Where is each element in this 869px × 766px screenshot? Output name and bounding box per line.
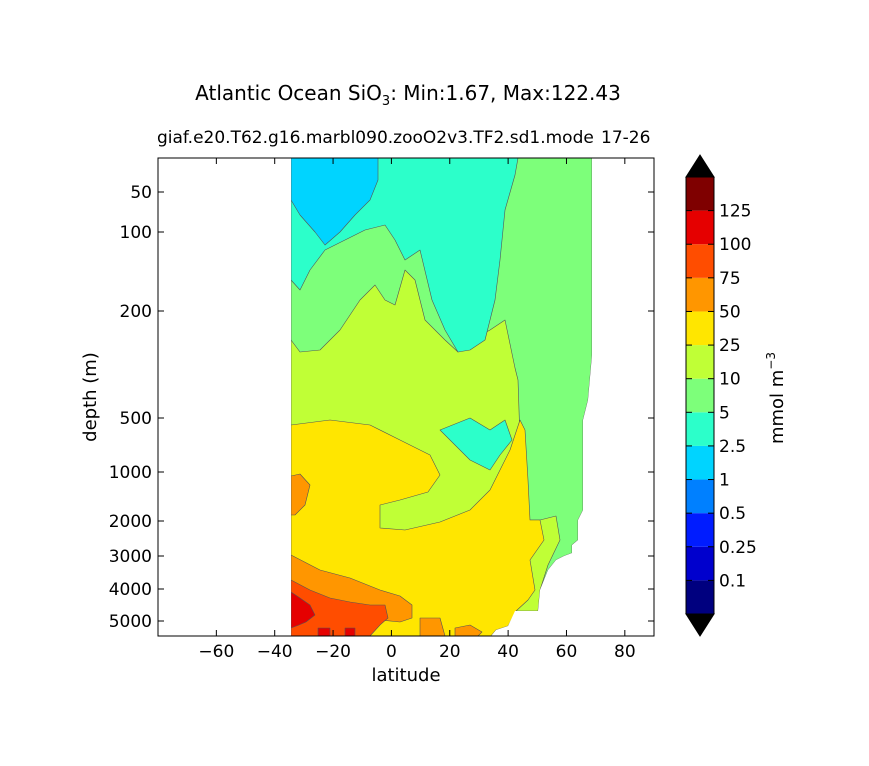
colorbar-frame <box>685 176 715 615</box>
colorbar-tick-label: 100 <box>719 235 751 255</box>
colorbar-swatch <box>686 580 714 614</box>
x-tick-label: −40 <box>257 642 293 662</box>
colorbar-tick-label: 2.5 <box>719 437 746 457</box>
plot-area <box>157 157 655 637</box>
y-tick-label: 200 <box>120 302 152 322</box>
colorbar-swatch <box>686 479 714 514</box>
colorbar-tick-label: 0.25 <box>719 538 757 558</box>
colorbar-swatch <box>686 345 714 379</box>
colorbar-swatch <box>686 445 714 480</box>
colorbar-swatch <box>686 277 714 312</box>
y-tick-label: 50 <box>130 183 152 203</box>
colorbar-extend-min <box>685 613 715 637</box>
y-axis-label: depth (m) <box>80 352 101 442</box>
x-tick-label: 80 <box>614 642 636 662</box>
x-tick-label: −20 <box>315 642 351 662</box>
x-axis-label: latitude <box>371 665 440 686</box>
colorbar-tick-label: 50 <box>719 302 741 322</box>
colorbar-swatch <box>686 378 714 413</box>
y-tick-label: 4000 <box>109 580 152 600</box>
contour-region-1-2.5 <box>290 158 379 246</box>
colorbar-swatch <box>686 546 714 581</box>
x-tick-label: 0 <box>386 642 397 662</box>
colorbar-swatch <box>686 513 714 547</box>
x-axis: −60 −40 −20 0 20 40 60 80 <box>198 158 636 662</box>
colorbar-tick-label: 10 <box>719 370 741 390</box>
contour-region-100-125 <box>290 591 356 636</box>
y-tick-label: 5000 <box>109 612 152 632</box>
chart-subtitle: giaf.e20.T62.g16.marbl090.zooO2v3.TF2.sd… <box>157 128 594 148</box>
contour-region-75-100 <box>290 579 389 636</box>
colorbar-tick-label: 125 <box>719 202 751 222</box>
colorbar-swatch <box>686 210 714 245</box>
x-tick-label: 20 <box>439 642 461 662</box>
colorbar-swatch <box>686 412 714 446</box>
colorbar-extend-max <box>685 154 715 178</box>
y-tick-label: 1000 <box>109 463 152 483</box>
colorbar-tick-label: 1 <box>719 471 730 491</box>
y-tick-label: 100 <box>120 223 152 243</box>
y-axis: 50 100 200 500 1000 2000 3000 4000 5000 <box>109 183 654 632</box>
land-mask-left <box>158 158 291 636</box>
colorbar-swatch <box>686 311 714 346</box>
colorbar-tick-label: 5 <box>719 403 730 423</box>
chart-subtitle-overlap: 17-26 <box>601 128 650 148</box>
colorbar-swatch <box>686 244 714 278</box>
y-tick-label: 2000 <box>109 512 152 532</box>
contour-region-2.5-5-patch <box>439 417 513 471</box>
colorbar: 0.1 0.25 0.5 1 2.5 5 10 25 50 75 100 125 <box>685 154 757 637</box>
colorbar-tick-label: 75 <box>719 269 741 289</box>
land-mask-right <box>491 158 654 636</box>
colorbar-tick-label: 0.1 <box>719 571 746 591</box>
colorbar-swatch <box>686 177 714 211</box>
colorbar-tick-label: 0.5 <box>719 504 746 524</box>
x-tick-label: 60 <box>556 642 578 662</box>
contour-fill <box>158 158 654 636</box>
y-tick-label: 3000 <box>109 547 152 567</box>
colorbar-label: mmol m−3 <box>764 352 788 444</box>
y-tick-label: 500 <box>120 409 152 429</box>
plot-frame <box>157 157 655 637</box>
colorbar-tick-label: 25 <box>719 336 741 356</box>
x-tick-label: 40 <box>497 642 519 662</box>
x-tick-label: −60 <box>198 642 234 662</box>
chart-title: Atlantic Ocean SiO3: Min:1.67, Max:122.4… <box>195 81 621 109</box>
